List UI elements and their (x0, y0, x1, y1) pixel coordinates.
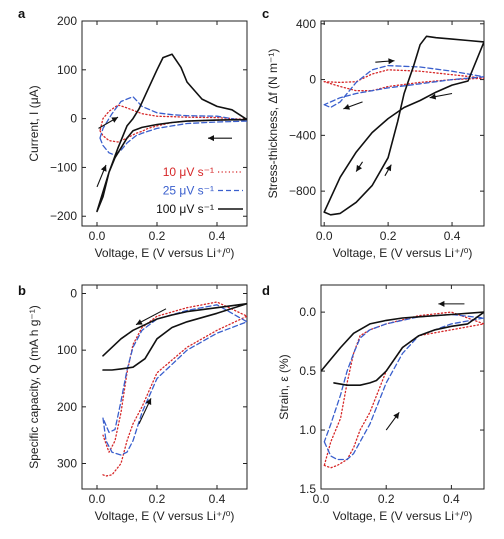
direction-arrowhead (343, 104, 350, 110)
panel-label: d (262, 283, 270, 298)
series-line-100 (323, 35, 484, 216)
y-tick-label: 300 (57, 457, 77, 471)
direction-arrowhead (429, 93, 437, 100)
y-tick-label: −200 (50, 209, 77, 223)
direction-arrowhead (393, 412, 400, 419)
series-line-25 (102, 304, 247, 456)
series-group (96, 53, 247, 213)
y-tick-label: −800 (289, 184, 316, 198)
x-tick-label: 0.4 (209, 229, 226, 243)
legend-label: 10 μV s⁻¹ (163, 165, 214, 179)
direction-arrowhead (100, 165, 107, 172)
y-axis-title: Stress-thickness, Δf (N m⁻¹) (266, 49, 280, 199)
series-group (321, 311, 484, 469)
plot-frame (81, 20, 248, 227)
series-line-10 (102, 301, 247, 477)
direction-arrowhead (111, 117, 118, 123)
plot-frame (81, 284, 248, 490)
x-tick-label: 0.0 (89, 492, 106, 506)
series-line-10 (323, 69, 484, 92)
series-line-25 (99, 96, 247, 156)
x-tick-label: 0.2 (380, 229, 397, 243)
y-tick-label: 100 (57, 343, 77, 357)
legend-label: 25 μV s⁻¹ (163, 184, 214, 198)
y-axis-title: Current, I (μA) (27, 85, 41, 161)
panel-d: 0.0 0.2 0.4 0.0 0.5 1.0 1.5 Voltage, E (V versu… (262, 283, 485, 523)
x-axis-title: Voltage, E (V versus Li⁺/⁰) (95, 509, 235, 523)
direction-arrowhead (388, 58, 395, 65)
series-line-25 (323, 64, 484, 109)
direction-arrowhead (438, 300, 445, 307)
y-axis-title: Strain, ε (%) (277, 354, 291, 419)
series-line-10 (323, 311, 484, 469)
y-tick-label: −100 (50, 160, 77, 174)
series-line-100 (102, 302, 247, 371)
y-tick-label: 0.5 (299, 364, 316, 378)
x-tick-label: 0.4 (443, 492, 460, 506)
series-line-100 (321, 311, 484, 387)
x-tick-label: 0.4 (444, 229, 461, 243)
x-tick-label: 0.4 (209, 492, 226, 506)
legend: 10 μV s⁻¹ 25 μV s⁻¹ 100 μV s⁻¹ (156, 165, 243, 216)
direction-arrowhead (356, 164, 362, 172)
y-tick-label: 400 (296, 17, 316, 31)
plot-frame (320, 284, 485, 490)
x-tick-label: 0.0 (316, 229, 333, 243)
series-line-10 (99, 104, 247, 143)
plot-frame (320, 20, 485, 227)
y-tick-label: 100 (57, 63, 77, 77)
y-tick-label: 0 (70, 287, 77, 301)
series-line-25 (323, 313, 484, 461)
panel-b: 0.0 0.2 0.4 0 100 200 300 Voltage, E (V versus … (18, 283, 248, 523)
x-axis-title: Voltage, E (V versus Li⁺/⁰) (333, 246, 473, 260)
y-tick-label: −400 (289, 128, 316, 142)
panel-c: 0.0 0.2 0.4 400 0 −400 −800 Voltage, E (V versu… (262, 6, 485, 260)
y-tick-label: 200 (57, 14, 77, 28)
legend-label: 100 μV s⁻¹ (156, 202, 214, 216)
panel-label: c (262, 6, 269, 21)
direction-arrowhead (136, 319, 143, 325)
x-axis-title: Voltage, E (V versus Li⁺/⁰) (333, 509, 473, 523)
y-axis-title: Specific capacity, Q (mA h g⁻¹) (27, 305, 41, 469)
y-tick-label: 200 (57, 400, 77, 414)
y-tick-label: 0 (309, 73, 316, 87)
direction-arrowhead (208, 135, 214, 142)
series-line-100 (96, 53, 247, 213)
x-tick-label: 0.0 (313, 492, 330, 506)
x-tick-label: 0.2 (149, 229, 166, 243)
x-tick-label: 0.2 (378, 492, 395, 506)
panel-label: a (18, 6, 26, 21)
x-tick-label: 0.2 (149, 492, 166, 506)
panel-label: b (18, 283, 26, 298)
direction-arrowhead (145, 398, 152, 405)
x-axis-title: Voltage, E (V versus Li⁺/⁰) (95, 246, 235, 260)
x-tick-label: 0.0 (89, 229, 106, 243)
y-tick-label: 1.0 (299, 423, 316, 437)
series-group (102, 301, 247, 477)
y-tick-label: 0.0 (299, 305, 316, 319)
y-tick-label: 1.5 (299, 482, 316, 496)
series-group (323, 35, 484, 216)
direction-arrowhead (385, 164, 392, 172)
y-tick-label: 0 (70, 112, 77, 126)
panel-a: 0.0 0.2 0.4 200 100 0 −100 −200 Voltage, E (V ve… (18, 6, 248, 260)
